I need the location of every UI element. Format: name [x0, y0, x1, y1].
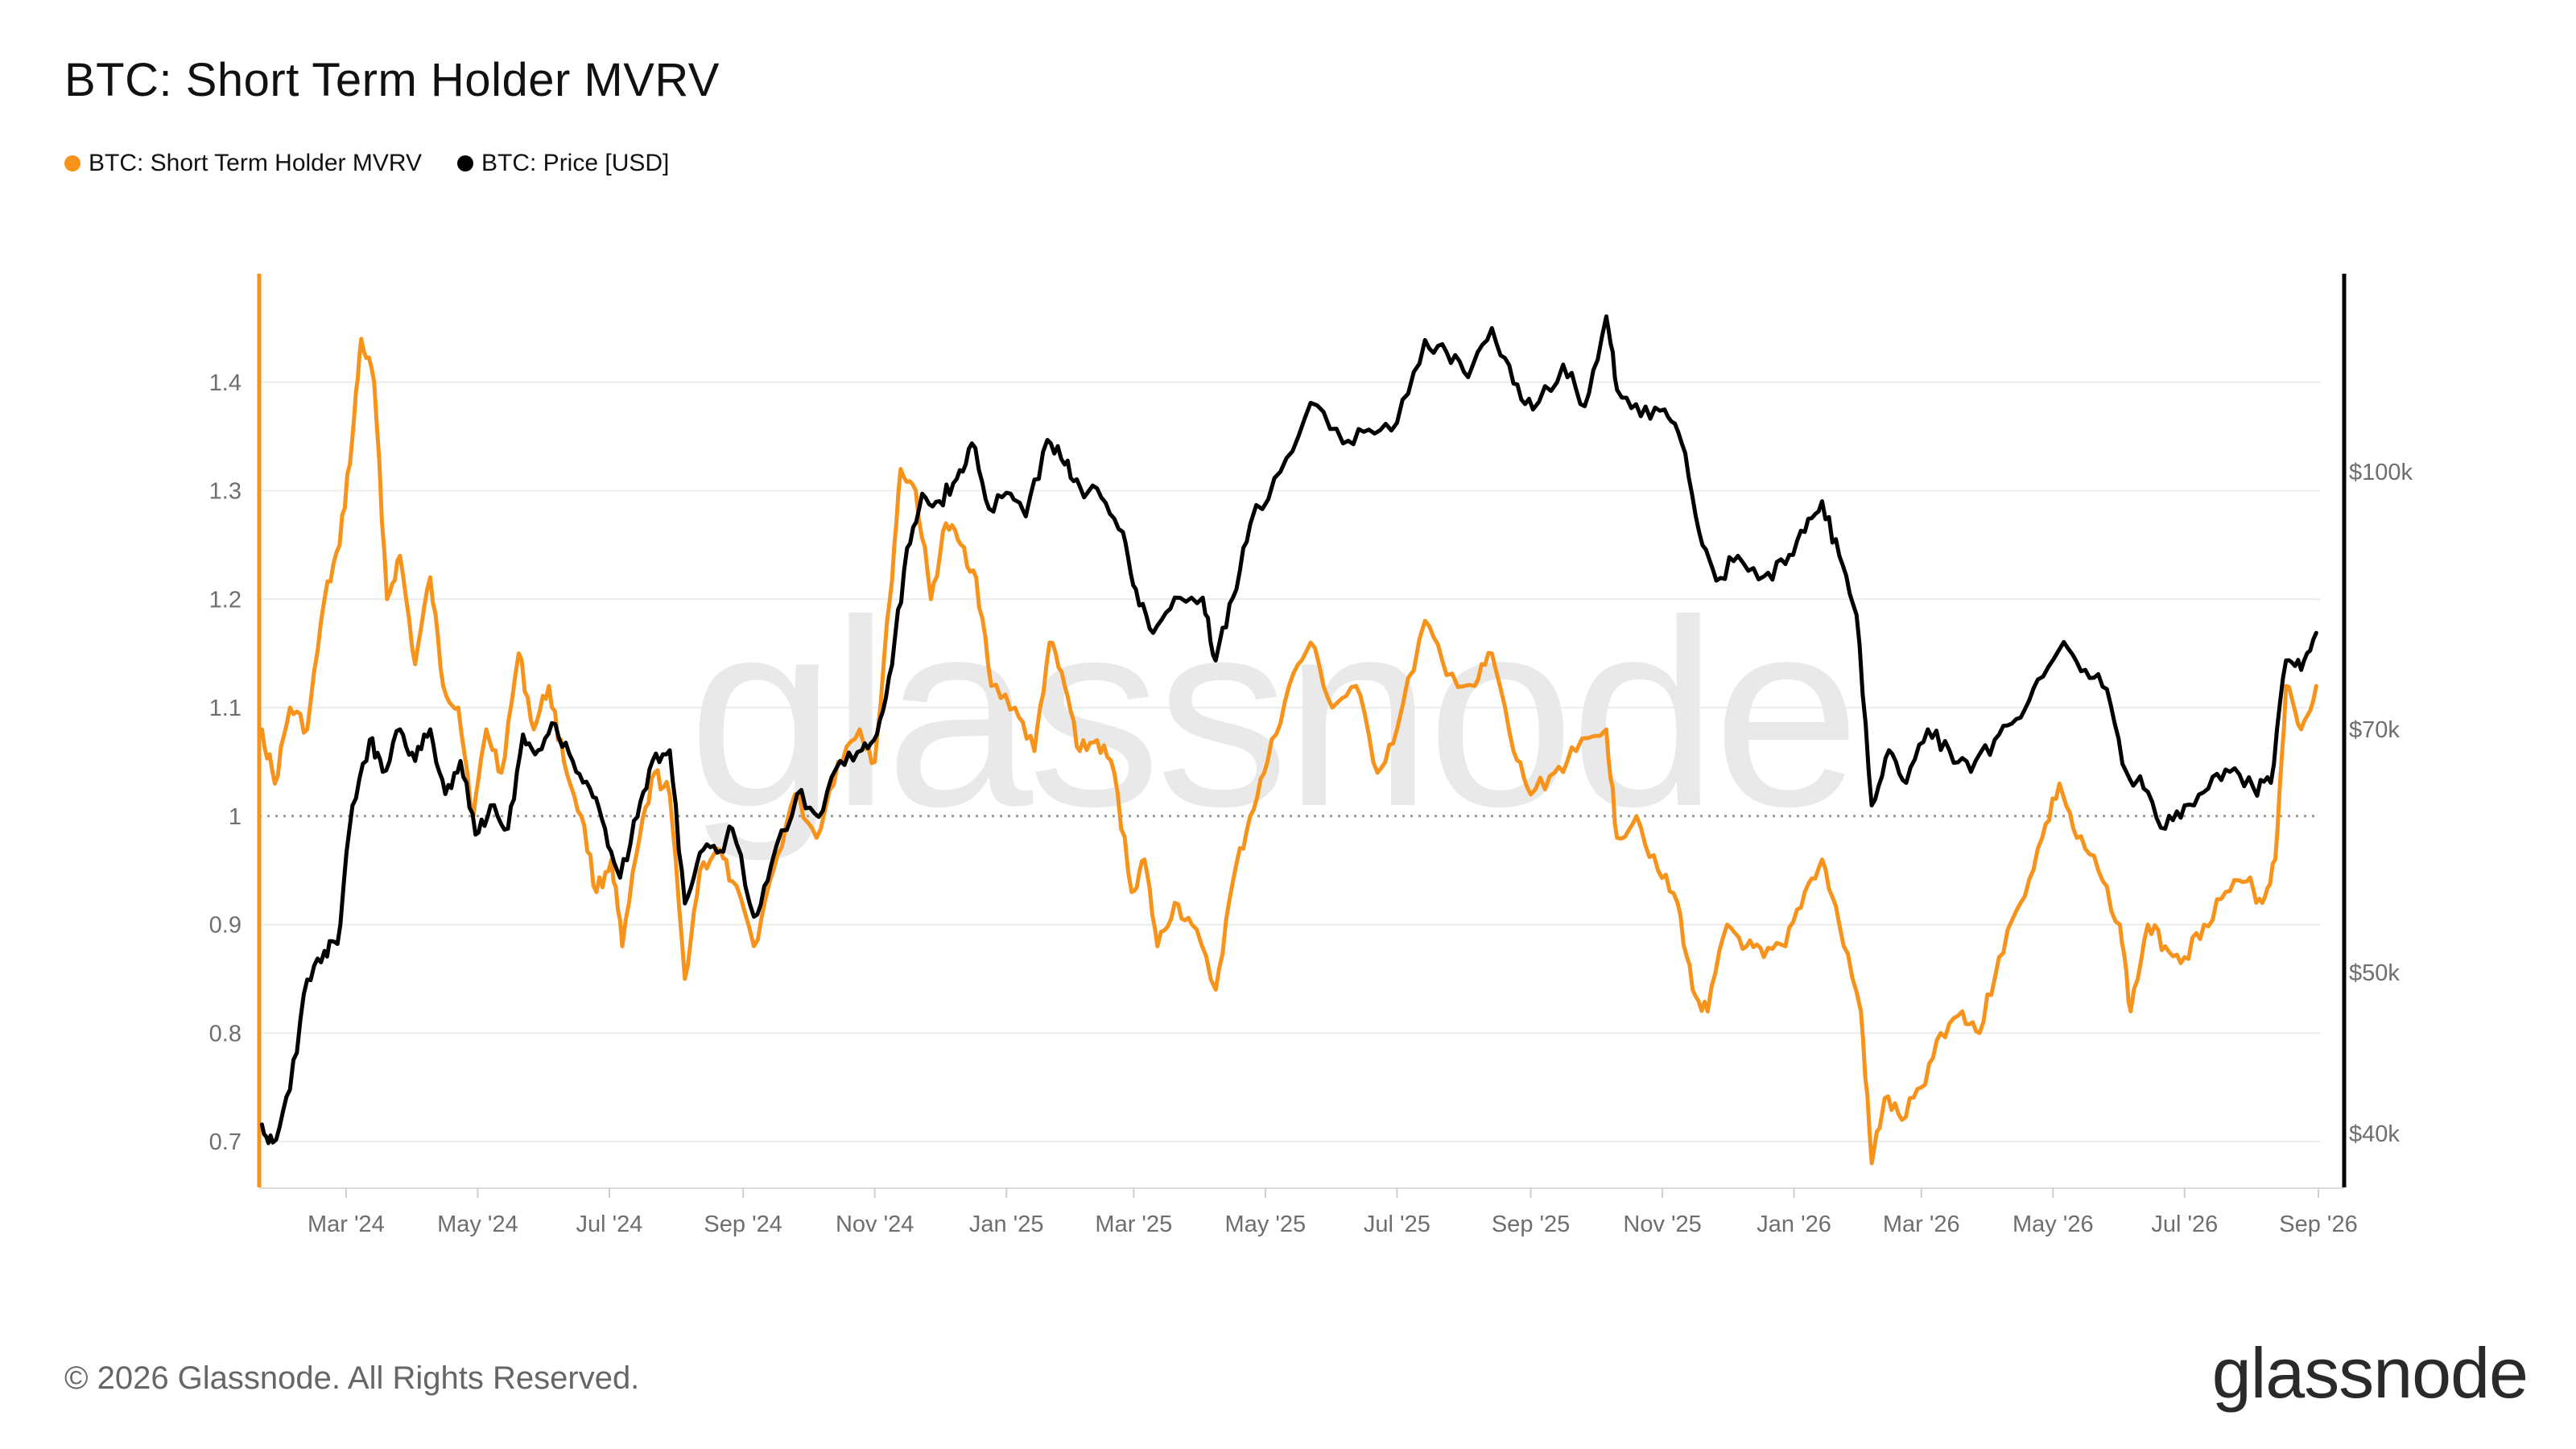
x-axis-tick-label: Sep '25: [1492, 1212, 1570, 1237]
x-axis-tick-label: Mar '25: [1095, 1212, 1172, 1237]
left-axis-tick-label: 0.9: [209, 913, 242, 939]
left-axis-tick-label: 1.1: [209, 696, 242, 721]
series-line-mvrv: [259, 336, 2318, 1166]
left-axis-tick-label: 0.7: [209, 1129, 242, 1155]
grid-lines: [259, 381, 2320, 1143]
x-axis-tick-label: Jan '26: [1757, 1212, 1831, 1237]
legend-item-price[interactable]: BTC: Price [USD]: [457, 150, 669, 177]
copyright-text: © 2026 Glassnode. All Rights Reserved.: [64, 1360, 640, 1396]
x-axis-tick-label: May '26: [2013, 1212, 2094, 1237]
x-axis-tick-label: Mar '24: [308, 1212, 385, 1237]
x-axis-tick-label: Jan '25: [969, 1212, 1044, 1237]
x-axis-tick-label: Mar '26: [1883, 1212, 1960, 1237]
right-axis-tick-label: $70k: [2349, 717, 2400, 743]
chart-title: BTC: Short Term Holder MVRV: [64, 54, 720, 106]
x-axis-tick-label: Jul '24: [576, 1212, 642, 1237]
x-axis-tick-label: May '25: [1225, 1212, 1307, 1237]
left-axis-tick-label: 1.4: [209, 370, 242, 396]
x-axis-tick-label: Sep '24: [704, 1212, 782, 1237]
right-axis-tick-label: $40k: [2349, 1121, 2400, 1147]
right-axis-tick-label: $100k: [2349, 460, 2413, 485]
left-axis-tick-label: 1: [229, 804, 242, 830]
left-axis-tick-label: 1.3: [209, 479, 242, 505]
x-axis-tick-label: May '24: [437, 1212, 518, 1237]
legend-label-mvrv: BTC: Short Term Holder MVRV: [89, 150, 423, 176]
series-group: [259, 314, 2318, 1166]
legend-dot-mvrv: [64, 155, 80, 171]
left-axis-tick-label: 1.2: [209, 587, 242, 613]
x-axis-tick-label: Nov '25: [1623, 1212, 1701, 1237]
x-axis-tick-label: Jul '26: [2151, 1212, 2218, 1237]
watermark-text: glassnode: [688, 564, 1856, 863]
legend-label-price: BTC: Price [USD]: [481, 150, 670, 176]
x-axis-tick-label: Nov '24: [836, 1212, 914, 1237]
chart-legend: BTC: Short Term Holder MVRV BTC: Price […: [64, 150, 669, 177]
series-line-price: [259, 314, 2318, 1146]
x-axis-tick-label: Jul '25: [1364, 1212, 1430, 1237]
legend-item-mvrv[interactable]: BTC: Short Term Holder MVRV: [64, 150, 422, 177]
x-axis-tick-label: Sep '26: [2279, 1212, 2357, 1237]
tick-labels: 0.7 0.8 0.9 1 1.1 1.2 1.3 1.4 $40k $50k $70k $100k M…: [209, 370, 2413, 1237]
right-axis-tick-label: $50k: [2349, 960, 2400, 986]
left-axis-tick-label: 0.8: [209, 1021, 242, 1046]
glassnode-logo[interactable]: glassnode: [2211, 1333, 2529, 1413]
legend-dot-price: [457, 155, 474, 171]
axes: [257, 274, 2347, 1198]
